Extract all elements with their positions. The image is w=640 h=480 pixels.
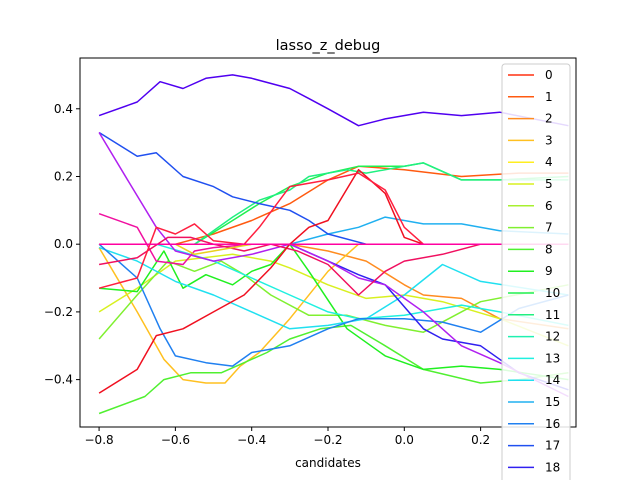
x-tick-label: −0.6	[161, 433, 190, 447]
series-line-14	[98, 246, 569, 330]
legend-entry-label: 10	[545, 286, 560, 300]
legend: 012345678910111213141516171819	[501, 63, 571, 480]
legend-entry-label: 2	[545, 112, 553, 126]
y-tick-label: 0.2	[54, 169, 73, 183]
series-line-extra-20	[98, 132, 569, 398]
series-line-19	[98, 74, 569, 127]
legend-entry-label: 8	[545, 242, 553, 256]
x-tick-label: −0.4	[237, 433, 266, 447]
legend-entry-label: 16	[545, 417, 560, 431]
series-line-extra-23	[98, 168, 569, 394]
legend-entry-label: 12	[545, 330, 560, 344]
series-line-8	[98, 324, 569, 415]
legend-entry-label: 14	[545, 373, 560, 387]
x-tick-label: 0.0	[395, 433, 414, 447]
legend-entry-label: 7	[545, 221, 553, 235]
series-line-16	[98, 243, 569, 367]
legend-entry-label: 17	[545, 439, 560, 453]
legend-entry-label: 13	[545, 351, 560, 365]
chart-title: lasso_z_debug	[276, 38, 381, 54]
y-tick-label: −0.4	[44, 373, 73, 387]
y-axis: −0.4 −0.2 0.0 0.2 0.4	[44, 102, 80, 387]
series-line-5	[98, 253, 569, 347]
series-line-extra-22	[98, 236, 569, 296]
legend-entry-label: 5	[545, 177, 553, 191]
x-axis: −0.8 −0.6 −0.4 −0.2 0.0 0.2	[85, 427, 490, 447]
legend-entry-label: 0	[545, 68, 553, 82]
x-tick-label: 0.2	[471, 433, 490, 447]
x-tick-label: −0.8	[85, 433, 114, 447]
plot-area	[79, 57, 577, 428]
legend-entry-label: 6	[545, 199, 553, 213]
x-tick-label: −0.2	[313, 433, 342, 447]
legend-entry-label: 3	[545, 133, 553, 147]
y-tick-label: 0.4	[54, 102, 73, 116]
legend-entry-label: 18	[545, 460, 560, 474]
legend-entry-label: 1	[545, 90, 553, 104]
series-line-7	[98, 260, 569, 340]
legend-box	[501, 63, 571, 480]
series-line-9	[99, 243, 569, 381]
legend-entry-label: 15	[545, 395, 560, 409]
series-line-extra-24	[98, 172, 569, 289]
y-tick-label: −0.2	[44, 305, 73, 319]
y-tick-label: 0.0	[54, 237, 73, 251]
legend-entry-label: 9	[545, 264, 553, 278]
series-lines	[98, 74, 569, 415]
legend-entry-label: 11	[545, 308, 560, 322]
x-axis-label: candidates	[295, 456, 361, 470]
legend-entry-label: 4	[545, 155, 553, 169]
